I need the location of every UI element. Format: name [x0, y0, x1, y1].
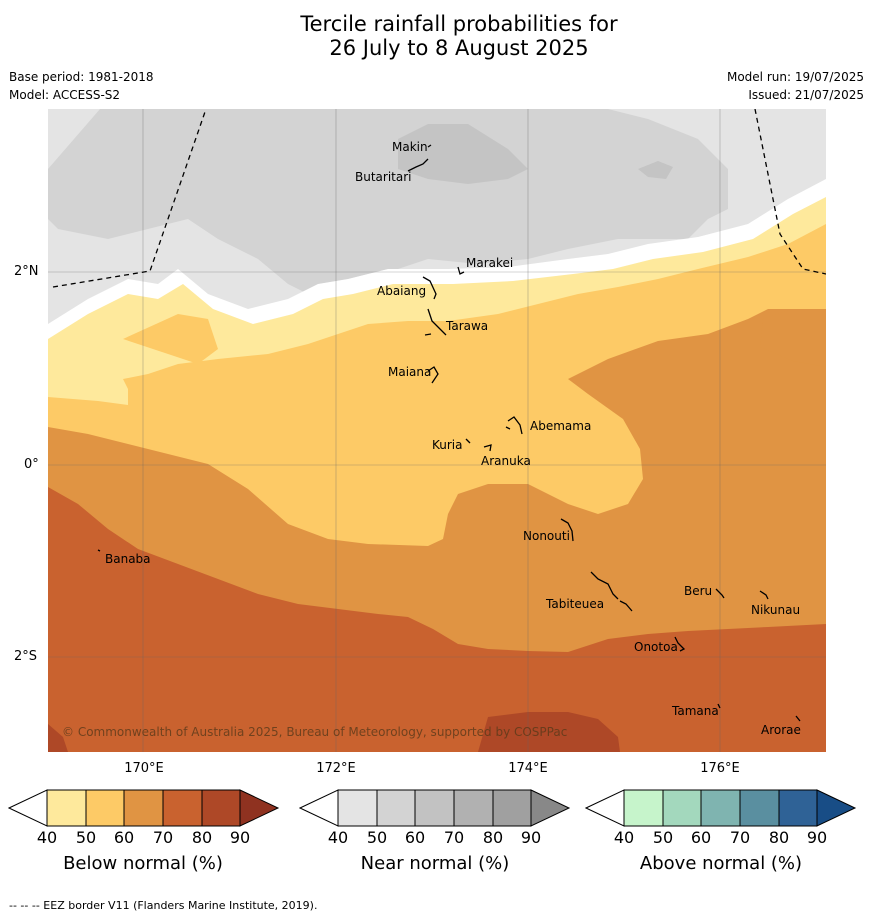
tick-label: 60 [690, 828, 712, 847]
model-run: Model run: 19/07/2025 [726, 70, 864, 84]
tick-label: 50 [366, 828, 388, 847]
lon-label: 170°E [124, 761, 164, 776]
tick-label: 40 [36, 828, 58, 847]
title-line-1: Tercile rainfall probabilities for [300, 12, 618, 36]
place-label: Tabiteuea [545, 597, 604, 611]
place-label: Nonouti [523, 529, 570, 543]
place-label: Tarawa [445, 319, 488, 333]
meta-left: Base period: 1981-2018 Model: ACCESS-S2 [9, 68, 154, 104]
title-line-2: 26 July to 8 August 2025 [329, 36, 589, 60]
near-normal-60-region [398, 124, 528, 184]
tick-label: 60 [404, 828, 426, 847]
place-label: Aranuka [481, 454, 531, 468]
tick-label: 80 [191, 828, 213, 847]
eez-border [52, 109, 826, 288]
below-normal-80-region [48, 487, 826, 752]
copyright-text: © Commonwealth of Australia 2025, Bureau… [62, 725, 567, 739]
model-name: Model: ACCESS-S2 [9, 88, 121, 102]
below-normal-60-island [123, 314, 218, 364]
tick-label: 70 [152, 828, 174, 847]
map-title: Tercile rainfall probabilities for 26 Ju… [0, 12, 873, 60]
place-label: Abaiang [377, 284, 426, 298]
tick-label: 50 [75, 828, 97, 847]
tick-label: 80 [482, 828, 504, 847]
tick-label: 60 [113, 828, 135, 847]
place-label: Abemama [530, 419, 591, 433]
tick-label: 70 [729, 828, 751, 847]
below-normal-90-corner [48, 724, 68, 752]
place-label: Nikunau [751, 603, 800, 617]
issued-date: Issued: 21/07/2025 [748, 88, 864, 102]
place-label: Beru [684, 584, 712, 598]
tick-label: 50 [652, 828, 674, 847]
place-label: Banaba [105, 552, 151, 566]
lon-label: 174°E [508, 761, 548, 776]
map-panel: Makin Butaritari Marakei Abaiang Tarawa … [48, 109, 826, 752]
colorbar-title-near: Near normal (%) [360, 853, 510, 874]
place-label: Maiana [388, 365, 431, 379]
tick-label: 90 [520, 828, 542, 847]
lat-label: 2°N [14, 264, 39, 279]
place-label: Arorae [761, 723, 801, 737]
tick-label: 40 [327, 828, 349, 847]
place-labels: Makin Butaritari Marakei Abaiang Tarawa … [105, 140, 801, 737]
place-label: Onotoa [634, 640, 678, 654]
tick-label: 80 [768, 828, 790, 847]
tick-label: 70 [443, 828, 465, 847]
base-period: Base period: 1981-2018 [9, 70, 154, 84]
near-normal-50-region [48, 109, 728, 299]
tick-label: 40 [613, 828, 635, 847]
below-normal-90-region [478, 712, 620, 752]
tick-label: 90 [806, 828, 828, 847]
place-label: Marakei [466, 256, 513, 270]
lat-label: 0° [24, 457, 39, 472]
lat-label: 2°S [14, 649, 38, 664]
island-outlines [97, 144, 801, 722]
lon-label: 172°E [316, 761, 356, 776]
meta-right: Model run: 19/07/2025 Issued: 21/07/2025 [727, 68, 864, 104]
near-normal-60-spot [638, 161, 673, 179]
colorbar-title-below: Below normal (%) [63, 853, 223, 874]
colorbar-title-above: Above normal (%) [639, 853, 803, 874]
place-label: Butaritari [355, 170, 412, 184]
place-label: Tamana [671, 704, 719, 718]
below-normal-70-east [760, 309, 826, 367]
graticule [48, 109, 826, 752]
eez-footnote: -- -- -- EEZ border V11 (Flanders Marine… [9, 899, 318, 912]
place-label: Makin [392, 140, 428, 154]
lon-label: 176°E [700, 761, 740, 776]
colorbar-near-normal [299, 789, 571, 827]
colorbar-above-normal [585, 789, 857, 827]
tick-label: 90 [229, 828, 251, 847]
colorbar-below-normal [8, 789, 280, 827]
place-label: Kuria [432, 438, 463, 452]
